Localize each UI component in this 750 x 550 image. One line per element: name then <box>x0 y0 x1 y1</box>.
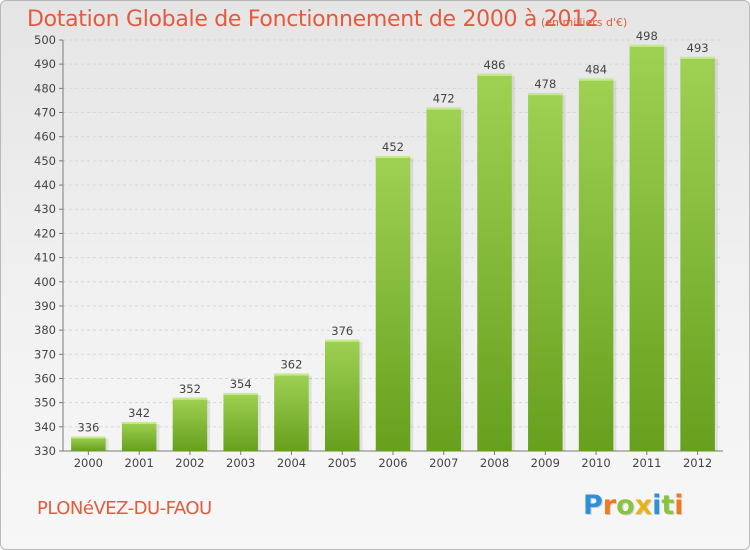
bar-highlight <box>477 73 512 76</box>
bar <box>71 436 106 451</box>
y-tick-label: 360 <box>34 371 56 385</box>
bar-highlight <box>274 373 309 376</box>
logo-letter: x <box>634 490 653 521</box>
x-tick-label: 2010 <box>581 456 610 470</box>
proxiti-logo: Proxiti <box>583 490 684 521</box>
data-label: 498 <box>636 29 658 43</box>
data-label: 354 <box>230 377 252 391</box>
x-tick-label: 2000 <box>74 456 103 470</box>
bar-highlight <box>680 56 715 59</box>
y-tick-label: 460 <box>34 130 56 144</box>
y-tick-label: 340 <box>34 420 56 434</box>
logo-letter: P <box>583 490 603 521</box>
data-label: 493 <box>687 41 709 55</box>
bar <box>629 44 665 451</box>
bar <box>426 107 462 451</box>
data-label: 352 <box>179 382 201 396</box>
y-tick-label: 390 <box>34 299 56 313</box>
bar <box>223 392 258 451</box>
logo-letter: o <box>616 490 635 521</box>
bar-highlight <box>629 44 665 47</box>
x-tick-label: 2004 <box>277 456 306 470</box>
bar <box>680 56 715 452</box>
data-labels: 336 342 352 354 362 376 452 472 486 478 484 498 493 <box>77 29 708 435</box>
bar-highlight <box>121 421 157 424</box>
bar <box>274 373 309 451</box>
data-label: 452 <box>382 140 404 154</box>
y-tick-label: 490 <box>34 57 56 71</box>
x-tick-label: 2005 <box>328 456 357 470</box>
bar <box>528 93 563 451</box>
data-label: 362 <box>280 358 302 372</box>
x-tick-label: 2011 <box>632 456 661 470</box>
bar-highlight <box>172 397 208 400</box>
x-tick-label: 2012 <box>683 456 712 470</box>
data-label: 478 <box>534 77 556 91</box>
x-tick-label: 2003 <box>226 456 255 470</box>
bar <box>477 73 512 452</box>
y-tick-label: 470 <box>34 106 56 120</box>
bar-highlight <box>375 156 411 159</box>
y-tick-label: 420 <box>34 226 56 240</box>
logo-letter: i <box>652 490 662 521</box>
chart-title: Dotation Globale de Fonctionnement de 20… <box>27 7 599 32</box>
bar-highlight <box>324 339 360 342</box>
x-tick-label: 2009 <box>531 456 560 470</box>
y-tick-label: 480 <box>34 81 56 95</box>
bar <box>375 156 411 451</box>
bar-highlight <box>223 392 258 395</box>
x-tick-label: 2002 <box>175 456 204 470</box>
x-tick-label: 2001 <box>125 456 154 470</box>
bar-highlight <box>71 436 106 439</box>
logo-letter: r <box>602 490 617 521</box>
bar-highlight <box>578 78 614 81</box>
logo-letter: t <box>661 490 675 521</box>
x-tick-label: 2008 <box>480 456 509 470</box>
y-tick-label: 370 <box>34 347 56 361</box>
axes: 330 340 350 360 370 380 390 400 410 420 430 440 450 4… <box>34 33 723 470</box>
bar-highlight <box>426 107 462 110</box>
bar <box>121 421 157 451</box>
y-tick-label: 430 <box>34 202 56 216</box>
y-tick-label: 410 <box>34 251 56 265</box>
bar <box>324 339 360 451</box>
bar <box>578 78 614 452</box>
data-label: 376 <box>331 324 353 338</box>
data-label: 484 <box>585 63 607 77</box>
bar-highlight <box>528 93 563 96</box>
y-tick-label: 330 <box>34 444 56 458</box>
data-label: 342 <box>128 406 150 420</box>
commune-name: PLONéVEZ-DU-FAOU <box>37 498 212 519</box>
y-tick-label: 400 <box>34 275 56 289</box>
x-tick-label: 2007 <box>429 456 458 470</box>
y-tick-label: 380 <box>34 323 56 337</box>
data-label: 486 <box>484 58 506 72</box>
y-tick-label: 500 <box>34 33 56 47</box>
y-tick-label: 440 <box>34 178 56 192</box>
unit-label: (en milliers d'€) <box>541 16 628 29</box>
data-label: 472 <box>433 92 455 106</box>
x-tick-label: 2006 <box>378 456 407 470</box>
y-tick-label: 450 <box>34 154 56 168</box>
bar <box>172 397 208 451</box>
bars <box>71 44 718 452</box>
y-tick-label: 350 <box>34 396 56 410</box>
logo-letter: i <box>674 490 684 521</box>
data-label: 336 <box>77 420 99 434</box>
